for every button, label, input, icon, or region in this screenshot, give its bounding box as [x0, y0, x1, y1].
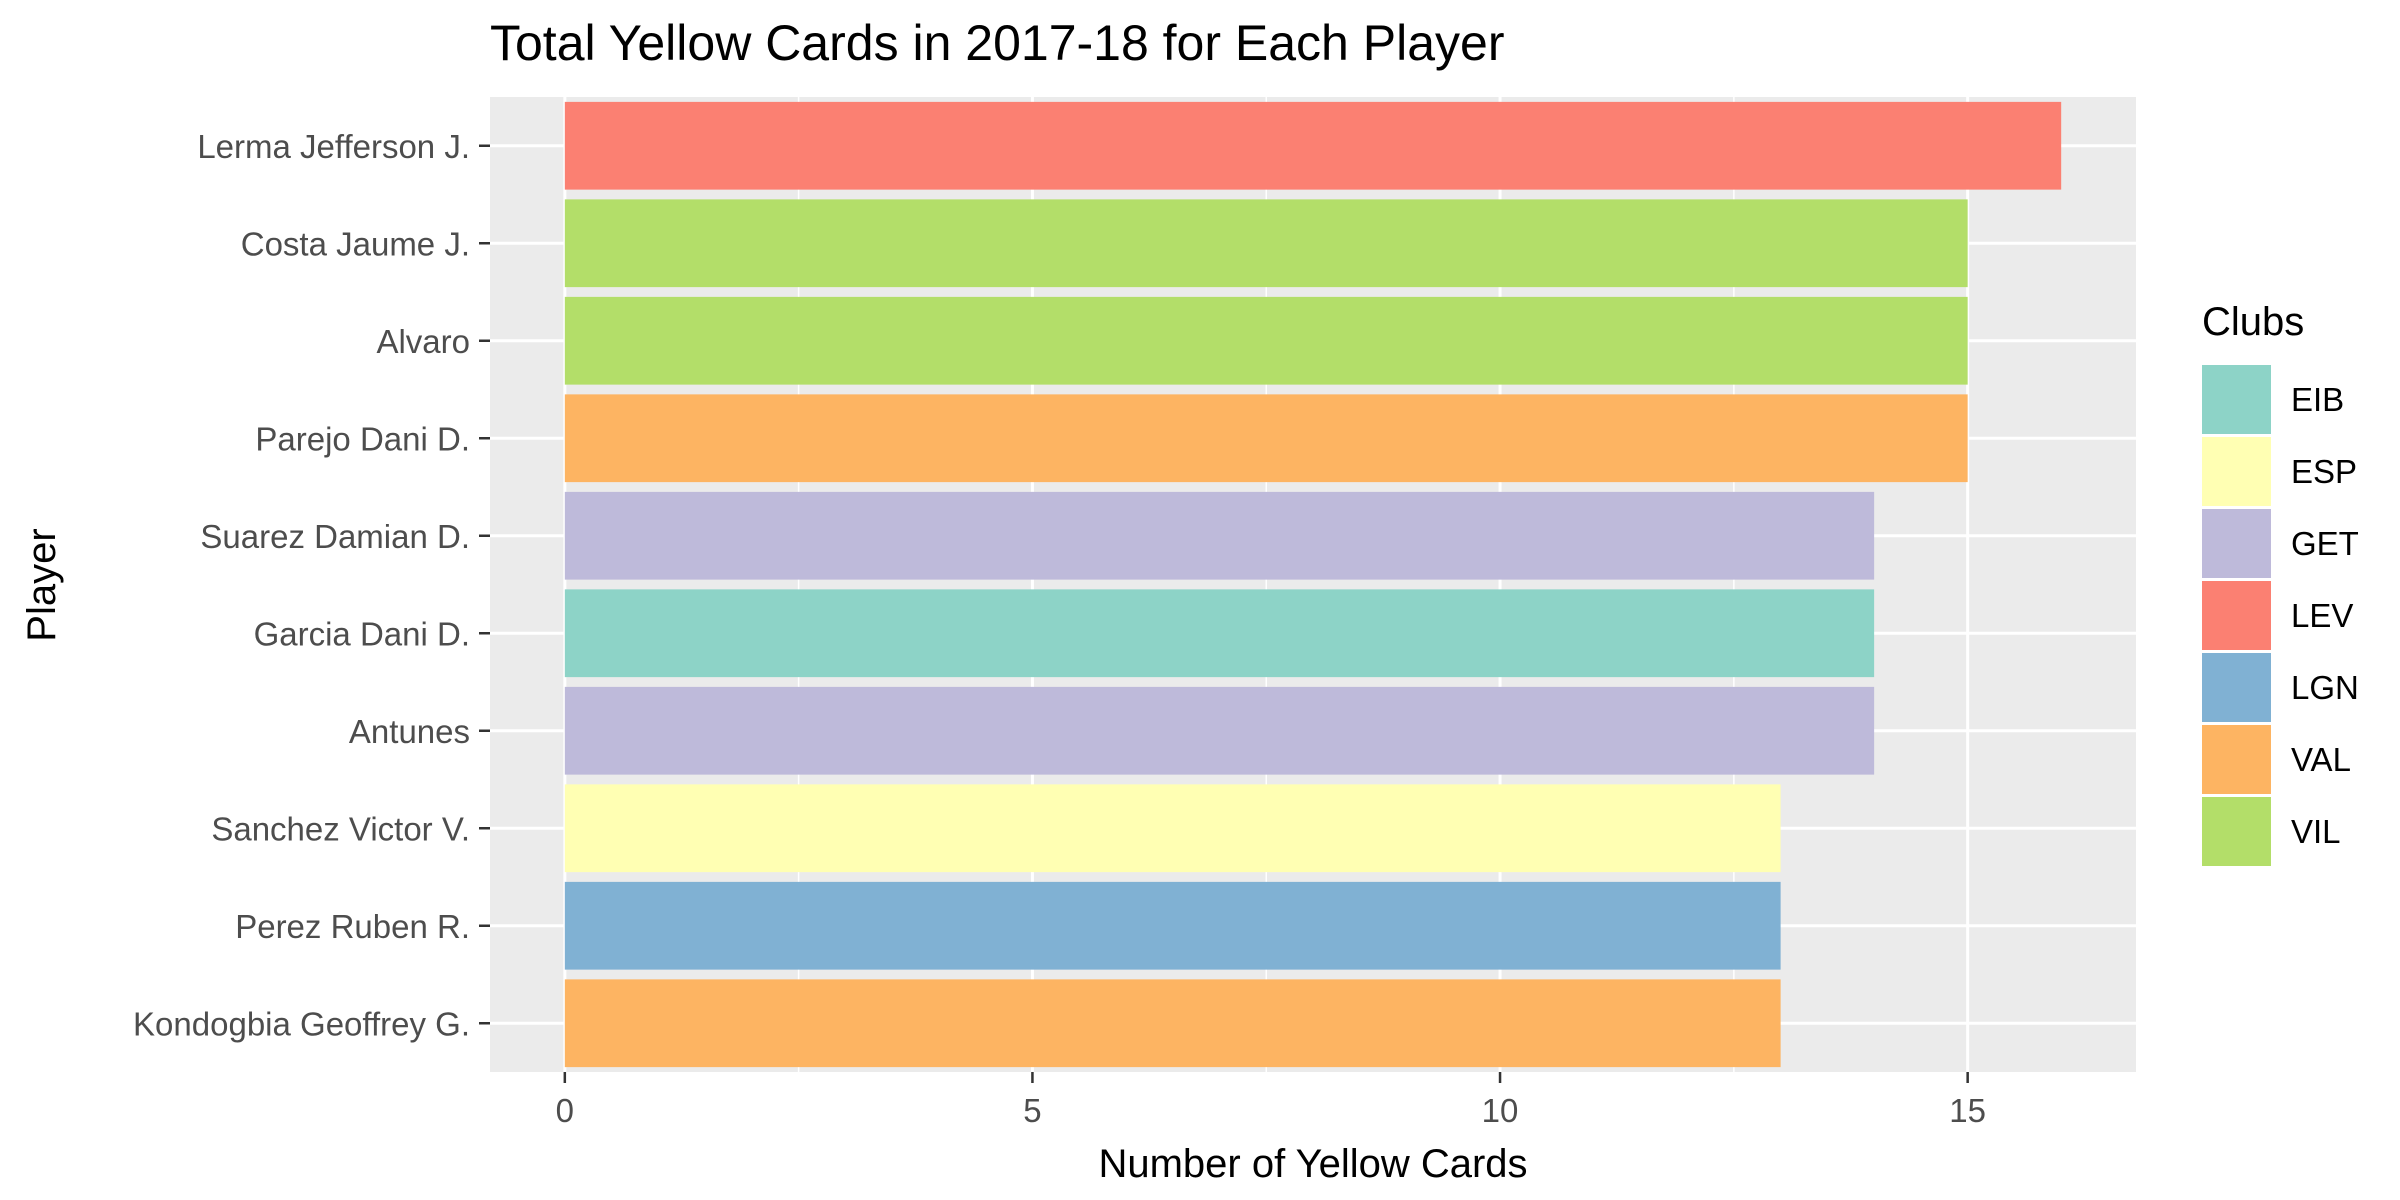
legend-swatch [2202, 725, 2271, 794]
y-axis: Lerma Jefferson J. Costa Jaume J. Alvaro P… [133, 128, 490, 1042]
bar [564, 686, 1875, 775]
legend-label: LEV [2291, 597, 2353, 634]
x-axis: 0 5 10 15 [556, 1072, 1986, 1129]
y-tick-label: Garcia Dani D. [254, 615, 470, 652]
legend-swatch [2202, 437, 2271, 506]
x-axis-title: Number of Yellow Cards [1098, 1142, 1527, 1186]
bar [564, 589, 1875, 678]
y-tick-label: Costa Jaume J. [241, 225, 470, 262]
y-tick-label: Kondogbia Geoffrey G. [133, 1005, 470, 1042]
y-tick-label: Parejo Dani D. [255, 420, 470, 457]
legend-swatch [2202, 653, 2271, 722]
legend-label: GET [2291, 525, 2359, 562]
bar [564, 784, 1781, 873]
x-tick-label: 10 [1482, 1092, 1519, 1129]
y-axis-title: Player [20, 528, 64, 641]
bars [564, 101, 2062, 1068]
bar [564, 491, 1875, 580]
bar [564, 881, 1781, 970]
legend-title: Clubs [2202, 300, 2304, 344]
bar [564, 101, 2062, 190]
bar [564, 979, 1781, 1068]
bar [564, 199, 1968, 288]
x-tick-label: 5 [1023, 1092, 1041, 1129]
legend-label: ESP [2291, 453, 2357, 490]
y-tick-label: Lerma Jefferson J. [197, 128, 470, 165]
y-tick-label: Antunes [349, 713, 470, 750]
x-tick-label: 15 [1949, 1092, 1986, 1129]
legend-label: LGN [2291, 669, 2359, 706]
legend-swatch [2202, 797, 2271, 866]
bar [564, 296, 1968, 385]
x-tick-label: 0 [556, 1092, 574, 1129]
chart-title: Total Yellow Cards in 2017-18 for Each P… [490, 15, 1504, 71]
legend-swatch [2202, 365, 2271, 434]
legend: Clubs EIB ESP GET LEV LGN VAL VIL [2202, 300, 2359, 866]
y-tick-label: Perez Ruben R. [235, 908, 470, 945]
y-tick-label: Sanchez Victor V. [211, 810, 470, 847]
y-tick-label: Alvaro [376, 323, 470, 360]
legend-label: EIB [2291, 381, 2344, 418]
legend-label: VIL [2291, 813, 2341, 850]
legend-items: EIB ESP GET LEV LGN VAL VIL [2202, 365, 2359, 866]
bar [564, 394, 1968, 483]
legend-swatch [2202, 581, 2271, 650]
y-tick-label: Suarez Damian D. [200, 518, 470, 555]
legend-label: VAL [2291, 741, 2351, 778]
legend-swatch [2202, 509, 2271, 578]
